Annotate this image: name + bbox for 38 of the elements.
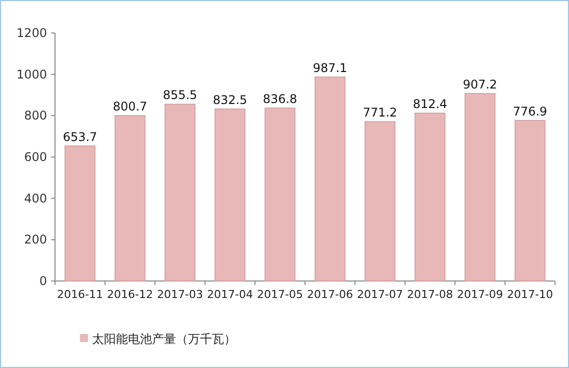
x-tick-label: 2017-07	[357, 288, 403, 301]
x-tick-label: 2017-03	[157, 288, 203, 301]
data-label: 653.7	[62, 130, 98, 144]
x-tick-label: 2017-09	[457, 288, 503, 301]
data-label: 836.8	[262, 92, 298, 106]
bar	[414, 112, 446, 282]
bar	[364, 121, 396, 282]
data-label: 776.9	[512, 104, 548, 118]
x-tick-label: 2016-11	[57, 288, 103, 301]
x-tick-label: 2017-04	[207, 288, 253, 301]
y-tick-label: 800	[24, 108, 47, 123]
data-label: 855.5	[162, 88, 198, 102]
bar	[464, 93, 496, 282]
bar	[114, 115, 146, 282]
x-tick-label: 2017-10	[507, 288, 553, 301]
x-tick-label: 2017-06	[307, 288, 353, 301]
y-tick-label: 1000	[16, 67, 47, 82]
bar	[214, 108, 246, 282]
y-tick-label: 1200	[16, 26, 47, 40]
bar	[314, 76, 346, 282]
bar	[264, 108, 296, 282]
x-tick-label: 2016-12	[107, 288, 153, 301]
bar	[514, 120, 546, 282]
bar	[64, 146, 96, 282]
y-tick-label: 0	[39, 274, 47, 288]
y-tick-label: 400	[24, 191, 47, 206]
data-label: 832.5	[212, 92, 248, 107]
x-tick-label: 2017-05	[257, 288, 303, 301]
x-tick-label: 2017-08	[407, 288, 453, 301]
data-label: 771.2	[362, 106, 398, 120]
data-label: 987.1	[312, 61, 348, 75]
data-label: 800.7	[112, 100, 148, 114]
legend-label: 太阳能电池产量（万千瓦）	[92, 332, 236, 346]
y-tick-label: 200	[24, 232, 47, 247]
data-label: 907.2	[462, 78, 498, 92]
data-label: 812.4	[412, 97, 448, 112]
bar	[164, 104, 196, 282]
y-tick-label: 600	[24, 150, 47, 164]
